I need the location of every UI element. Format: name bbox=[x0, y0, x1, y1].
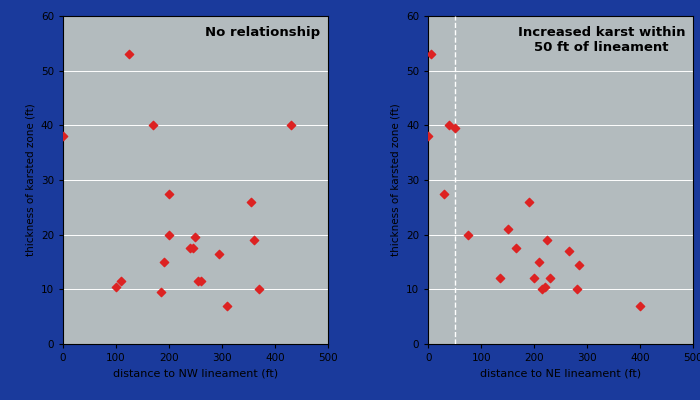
Point bbox=[449, 125, 461, 131]
Point bbox=[528, 275, 540, 282]
Point bbox=[116, 278, 127, 284]
Point bbox=[195, 278, 206, 284]
Point bbox=[155, 289, 167, 295]
Point bbox=[545, 275, 556, 282]
Point bbox=[248, 237, 259, 243]
Point bbox=[221, 302, 232, 309]
Point bbox=[502, 226, 513, 232]
Point bbox=[187, 245, 198, 252]
Point bbox=[536, 286, 547, 292]
X-axis label: distance to NW lineament (ft): distance to NW lineament (ft) bbox=[113, 368, 278, 378]
Point bbox=[111, 283, 122, 290]
Point bbox=[245, 199, 256, 205]
Point bbox=[463, 232, 474, 238]
Point bbox=[253, 286, 265, 292]
Point bbox=[190, 234, 201, 240]
Point bbox=[444, 122, 455, 128]
Point bbox=[163, 232, 174, 238]
Point bbox=[163, 190, 174, 197]
Point bbox=[573, 262, 584, 268]
Point bbox=[510, 245, 522, 252]
Text: No relationship: No relationship bbox=[204, 26, 320, 39]
Point bbox=[634, 302, 645, 309]
X-axis label: distance to NE lineament (ft): distance to NE lineament (ft) bbox=[480, 368, 641, 378]
Point bbox=[193, 278, 204, 284]
Point bbox=[158, 259, 169, 265]
Point bbox=[285, 122, 296, 128]
Point bbox=[571, 286, 582, 292]
Text: Increased karst within
50 ft of lineament: Increased karst within 50 ft of lineamen… bbox=[517, 26, 685, 54]
Point bbox=[494, 275, 505, 282]
Point bbox=[214, 250, 225, 257]
Y-axis label: thickness of karsted zone (ft): thickness of karsted zone (ft) bbox=[25, 104, 35, 256]
Y-axis label: thickness of karsted zone (ft): thickness of karsted zone (ft) bbox=[391, 104, 400, 256]
Point bbox=[524, 199, 535, 205]
Point bbox=[423, 133, 434, 140]
Point bbox=[542, 237, 553, 243]
Point bbox=[426, 51, 437, 58]
Point bbox=[124, 51, 135, 58]
Point bbox=[148, 122, 159, 128]
Point bbox=[57, 133, 69, 140]
Point bbox=[534, 259, 545, 265]
Point bbox=[185, 245, 196, 252]
Point bbox=[563, 248, 574, 254]
Point bbox=[539, 283, 550, 290]
Point bbox=[439, 190, 450, 197]
